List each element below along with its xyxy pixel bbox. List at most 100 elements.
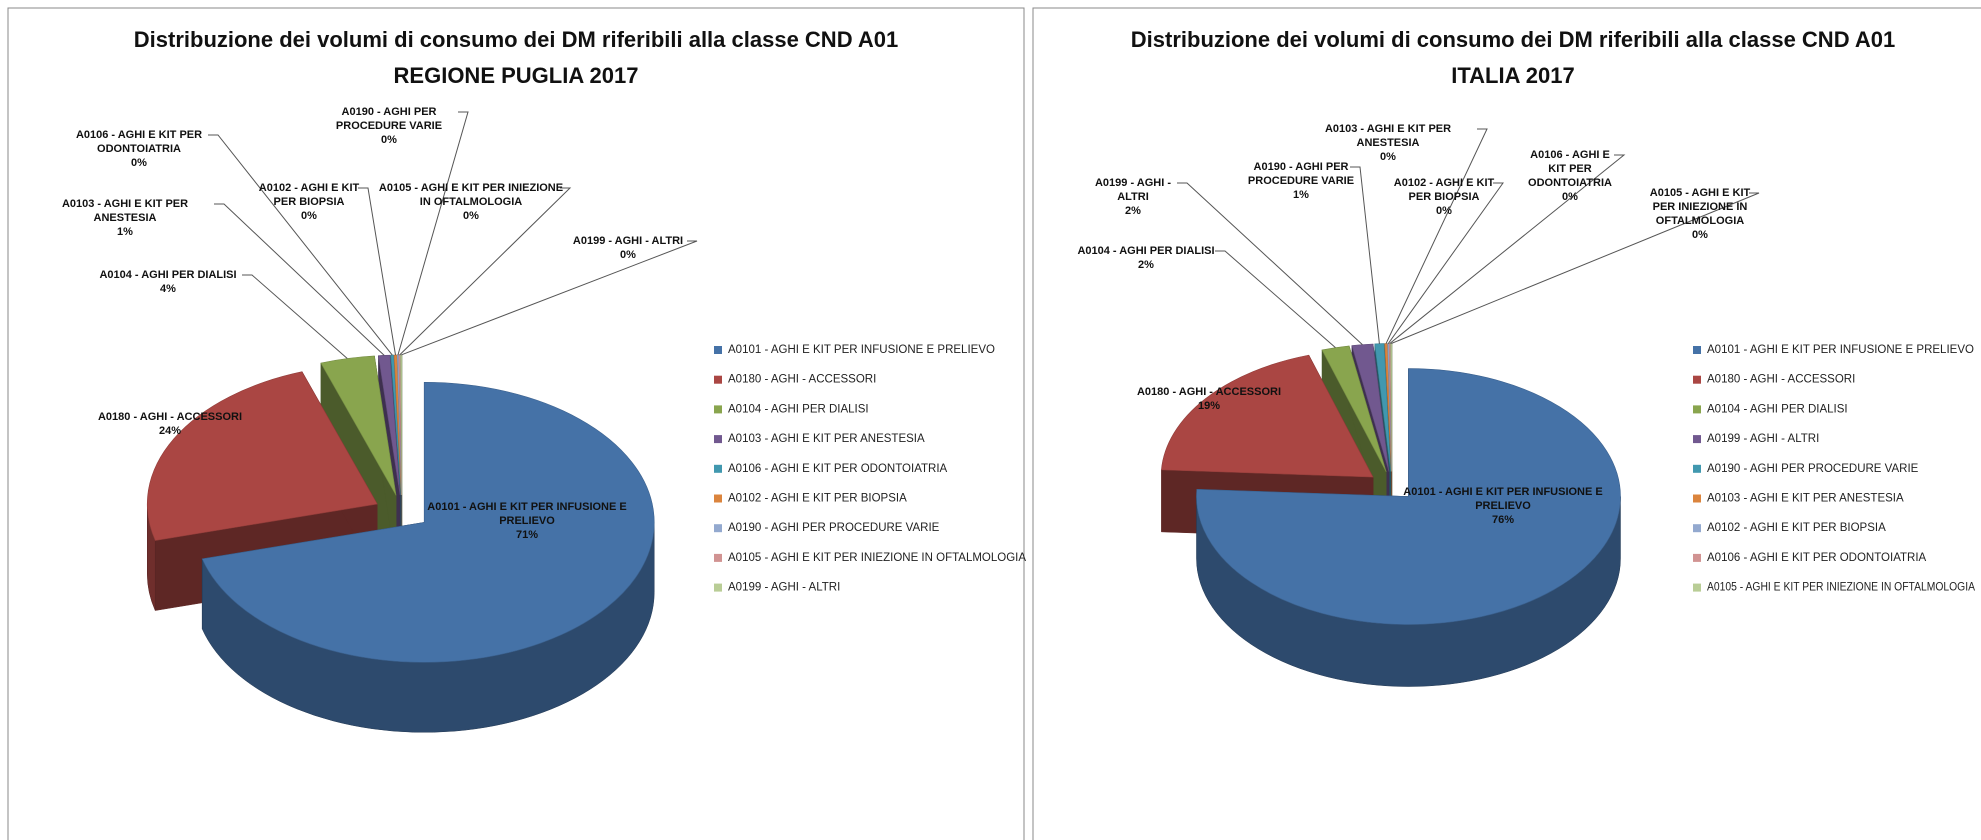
legend-label: A0180 - AGHI - ACCESSORI (728, 374, 876, 386)
slice-value-label: 2% (1125, 205, 1141, 217)
legend-label: A0105 - AGHI E KIT PER INIEZIONE IN OFTA… (1707, 582, 1975, 594)
leader-line (1391, 192, 1760, 344)
pie-slice (378, 354, 401, 496)
slice-value-label: 0% (301, 210, 317, 222)
leader-line (1215, 250, 1336, 349)
slice-value-label: 0% (131, 157, 147, 169)
slice-label: A0190 - AGHI PER PROCEDURE VARIE (1247, 161, 1355, 187)
slice-value-label: 0% (463, 210, 479, 222)
legend-swatch (1693, 405, 1701, 414)
chart-title: Distribuzione dei volumi di consumo dei … (134, 27, 898, 52)
legend-label: A0103 - AGHI E KIT PER ANESTESIA (728, 433, 925, 445)
slice-value-label: 1% (117, 226, 133, 238)
slice-value-label: 0% (1436, 205, 1452, 217)
slice-label: A0101 - AGHI E KIT PER INFUSIONE E PRELI… (427, 501, 627, 527)
panel-border (1032, 7, 1981, 840)
leader-line (397, 111, 469, 356)
leader-line (1350, 166, 1380, 344)
slice-value-label: 2% (1138, 259, 1154, 271)
slice-label: A0180 - AGHI - ACCESSORI (1136, 386, 1282, 398)
legend-label: A0190 - AGHI PER PROCEDURE VARIE (728, 522, 940, 534)
legend-swatch (714, 435, 722, 444)
pie-slice (146, 371, 378, 541)
leader-line (1387, 182, 1504, 344)
pie-slice (1161, 354, 1374, 478)
pie-slice (1321, 345, 1387, 473)
slice-label: A0106 - AGHI E KIT PER ODONTOIATRIA (75, 129, 203, 155)
legend-label: A0102 - AGHI E KIT PER BIOPSIA (1707, 522, 1886, 534)
legend-label: A0104 - AGHI PER DIALISI (728, 403, 869, 415)
pie-slice (1196, 368, 1621, 625)
leader-line (399, 187, 572, 356)
legend-swatch (1693, 346, 1701, 354)
pie-tops (1161, 343, 1621, 625)
legend-swatch (1693, 524, 1701, 533)
legend-swatch (714, 375, 722, 384)
slice-label: A0102 - AGHI E KIT PER BIOPSIA (1393, 177, 1495, 203)
legend-label: A0180 - AGHI - ACCESSORI (1707, 374, 1855, 386)
legend-label: A0104 - AGHI PER DIALISI (1707, 403, 1848, 415)
legend-label: A0105 - AGHI E KIT PER INIEZIONE IN OFTA… (728, 552, 1026, 564)
leader-line (214, 203, 385, 356)
slice-label: A0102 - AGHI E KIT PER BIOPSIA (258, 182, 360, 208)
legend-label: A0102 - AGHI E KIT PER BIOPSIA (728, 493, 907, 505)
slice-label: A0103 - AGHI E KIT PER ANESTESIA (1324, 123, 1452, 149)
leader-line (358, 187, 397, 356)
leader-line (208, 134, 393, 356)
slice-value-label: 71% (515, 529, 539, 541)
pie-slice (201, 382, 655, 663)
legend-swatch (1693, 494, 1701, 503)
legend-swatch (714, 524, 722, 533)
slice-label: A0101 - AGHI E KIT PER INFUSIONE E PRELI… (1403, 486, 1603, 512)
legend-label: A0199 - AGHI - ALTRI (728, 582, 840, 594)
slice-value-label: 0% (1692, 229, 1708, 241)
legend-label: A0106 - AGHI E KIT PER ODONTOIATRIA (728, 463, 948, 475)
legend-swatch (1693, 464, 1701, 473)
pie-slice (1374, 343, 1392, 472)
legend-swatch (714, 583, 722, 592)
chart-subtitle: ITALIA 2017 (1451, 63, 1574, 88)
leader-line (1385, 128, 1488, 344)
slice-value-label: 0% (381, 134, 397, 146)
slice-value-label: 1% (1293, 189, 1309, 201)
slice-value-label: 19% (1197, 400, 1221, 412)
slice-label: A0106 - AGHI E KIT PER ODONTOIATRIA (1528, 149, 1612, 189)
leader-line (242, 274, 348, 359)
pie-slice (320, 355, 397, 496)
legend-label: A0101 - AGHI E KIT PER INFUSIONE E PRELI… (728, 344, 995, 356)
slice-label: A0180 - AGHI - ACCESSORI (97, 411, 243, 423)
legend-swatch (1693, 553, 1701, 562)
slice-value-label: 0% (1380, 151, 1396, 163)
slice-label: A0104 - AGHI PER DIALISI (1077, 245, 1215, 257)
slice-label: A0104 - AGHI PER DIALISI (99, 269, 237, 281)
slice-label: A0199 - AGHI - ALTRI (1094, 177, 1171, 203)
legend-label: A0106 - AGHI E KIT PER ODONTOIATRIA (1707, 552, 1927, 564)
legend-label: A0101 - AGHI E KIT PER INFUSIONE E PRELI… (1707, 344, 1974, 356)
legend-swatch (714, 464, 722, 473)
slice-label: A0105 - AGHI E KIT PER INIEZIONE IN OFTA… (1649, 187, 1751, 227)
legend-swatch (714, 405, 722, 414)
legend-swatch (1693, 435, 1701, 444)
chart-subtitle: REGIONE PUGLIA 2017 (394, 63, 639, 88)
slice-label: A0199 - AGHI - ALTRI (572, 235, 684, 247)
pie-tops (146, 354, 655, 663)
legend-label: A0103 - AGHI E KIT PER ANESTESIA (1707, 493, 1904, 505)
slice-label: A0190 - AGHI PER PROCEDURE VARIE (335, 106, 443, 132)
legend-swatch (714, 346, 722, 354)
leader-line (401, 240, 698, 356)
panel-border (7, 7, 1025, 840)
legend-swatch (714, 494, 722, 503)
slice-value-label: 0% (1562, 191, 1578, 203)
pie-slice (390, 354, 402, 495)
slice-value-label: 4% (160, 283, 176, 295)
leader-line (1177, 182, 1363, 346)
chart-title: Distribuzione dei volumi di consumo dei … (1131, 27, 1895, 52)
slice-value-label: 24% (158, 425, 182, 437)
legend-label: A0199 - AGHI - ALTRI (1707, 433, 1819, 445)
legend-swatch (1693, 375, 1701, 384)
legend-swatch (714, 553, 722, 562)
legend-label: A0190 - AGHI PER PROCEDURE VARIE (1707, 463, 1919, 475)
legend-swatch (1693, 583, 1701, 592)
